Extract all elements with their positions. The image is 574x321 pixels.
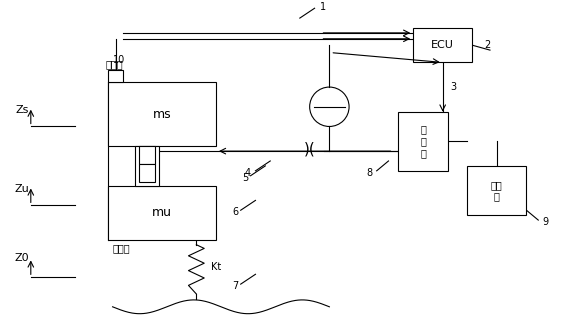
Text: ms: ms xyxy=(153,108,171,121)
Bar xyxy=(467,166,526,215)
Text: 传感器: 传感器 xyxy=(113,243,130,253)
Text: 5: 5 xyxy=(242,173,249,183)
Text: )(: )( xyxy=(304,142,316,157)
Text: Zu: Zu xyxy=(14,184,29,194)
Text: 阀
服
置: 阀 服 置 xyxy=(420,125,426,158)
Text: 8: 8 xyxy=(367,168,373,178)
Bar xyxy=(108,186,216,240)
Text: 7: 7 xyxy=(232,281,239,291)
Bar xyxy=(139,164,155,182)
Text: mu: mu xyxy=(152,206,172,219)
Text: 10: 10 xyxy=(113,56,126,65)
Text: 传感器: 传感器 xyxy=(106,59,123,69)
Text: 6: 6 xyxy=(232,207,239,217)
Bar xyxy=(398,112,448,171)
Bar xyxy=(139,146,155,164)
Text: Z0: Z0 xyxy=(14,253,29,263)
Text: 液压
源: 液压 源 xyxy=(491,180,503,201)
Text: 1: 1 xyxy=(320,2,325,12)
Bar xyxy=(135,146,159,186)
Text: Kt: Kt xyxy=(211,262,222,272)
Bar xyxy=(108,82,216,146)
Text: 9: 9 xyxy=(542,217,548,227)
Text: ECU: ECU xyxy=(431,40,454,50)
Bar xyxy=(413,28,472,62)
Bar xyxy=(108,70,123,82)
Text: Zs: Zs xyxy=(15,105,29,115)
Text: 3: 3 xyxy=(451,82,457,92)
Text: 4: 4 xyxy=(245,168,250,178)
Text: 2: 2 xyxy=(484,40,490,50)
